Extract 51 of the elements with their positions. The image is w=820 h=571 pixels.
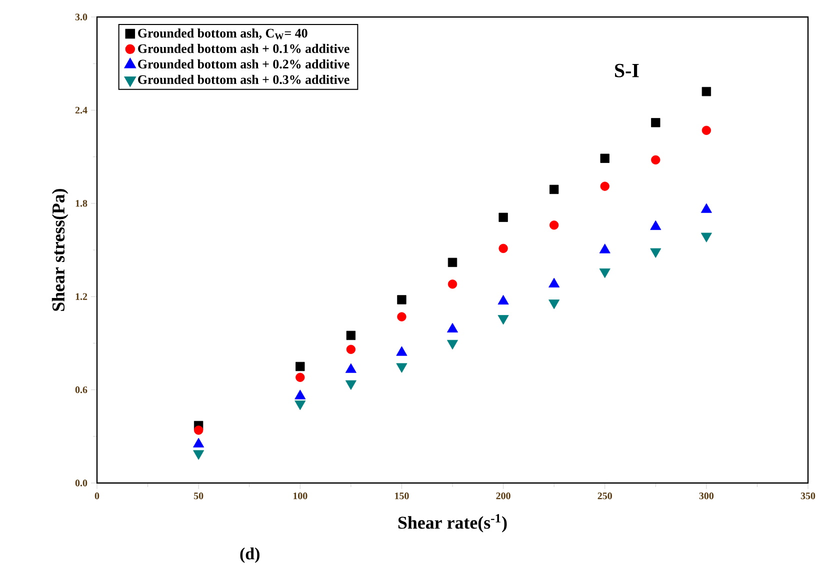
- point: [498, 244, 508, 254]
- x-tick-label: 50: [194, 492, 204, 500]
- point: [600, 182, 610, 191]
- legend-label: Grounded bottom ash + 0.2% additive: [138, 59, 350, 69]
- point: [700, 232, 712, 242]
- x-tick-label: 200: [496, 492, 510, 500]
- point: [549, 184, 559, 194]
- x-tick-label: 0: [94, 492, 100, 500]
- point: [194, 426, 204, 435]
- point: [549, 220, 559, 230]
- point: [446, 340, 458, 350]
- point: [702, 126, 712, 135]
- x-tick-label: 150: [395, 492, 409, 500]
- x-tick-label: 250: [598, 492, 612, 500]
- y-axis-title: Shear stress(Pa): [52, 188, 68, 311]
- y-tick-label: 1.8: [76, 200, 88, 207]
- text: (d): [240, 548, 260, 563]
- x-tick-label: 300: [699, 492, 714, 500]
- point: [599, 268, 610, 278]
- point: [651, 118, 660, 128]
- legend-label: Grounded bottom ash + 0.3% additive: [138, 74, 350, 84]
- point: [345, 380, 356, 390]
- point: [448, 280, 458, 289]
- point: [346, 330, 356, 340]
- point: [702, 86, 712, 96]
- point: [294, 400, 306, 410]
- point: [396, 363, 408, 373]
- y-tick-label: 0.0: [75, 480, 88, 486]
- annotation: S-I: [615, 64, 639, 78]
- point: [498, 315, 509, 325]
- point: [600, 154, 610, 163]
- point: [296, 362, 305, 372]
- point: [296, 372, 305, 382]
- point: [346, 344, 356, 354]
- point: [498, 212, 508, 222]
- point: [651, 155, 660, 164]
- legend-label: Grounded bottom ash, C$_{W}$= 40: [138, 28, 308, 40]
- point: [193, 450, 204, 460]
- y-tick-label: 0.6: [75, 386, 88, 394]
- point: [548, 300, 560, 310]
- y-tick-label: 3.0: [75, 14, 88, 20]
- point: [650, 248, 662, 258]
- x-axis-title: Shear rate(s$^{-1}$): [398, 514, 507, 532]
- y-tick-label: 2.4: [75, 106, 88, 114]
- point: [397, 295, 406, 304]
- point: [448, 258, 458, 268]
- legend-label: Grounded bottom ash + 0.1% additive: [138, 44, 350, 54]
- x-tick-label: 350: [800, 492, 816, 500]
- x-tick-label: 100: [293, 492, 308, 500]
- y-tick-label: 1.2: [76, 293, 88, 300]
- point: [397, 312, 406, 322]
